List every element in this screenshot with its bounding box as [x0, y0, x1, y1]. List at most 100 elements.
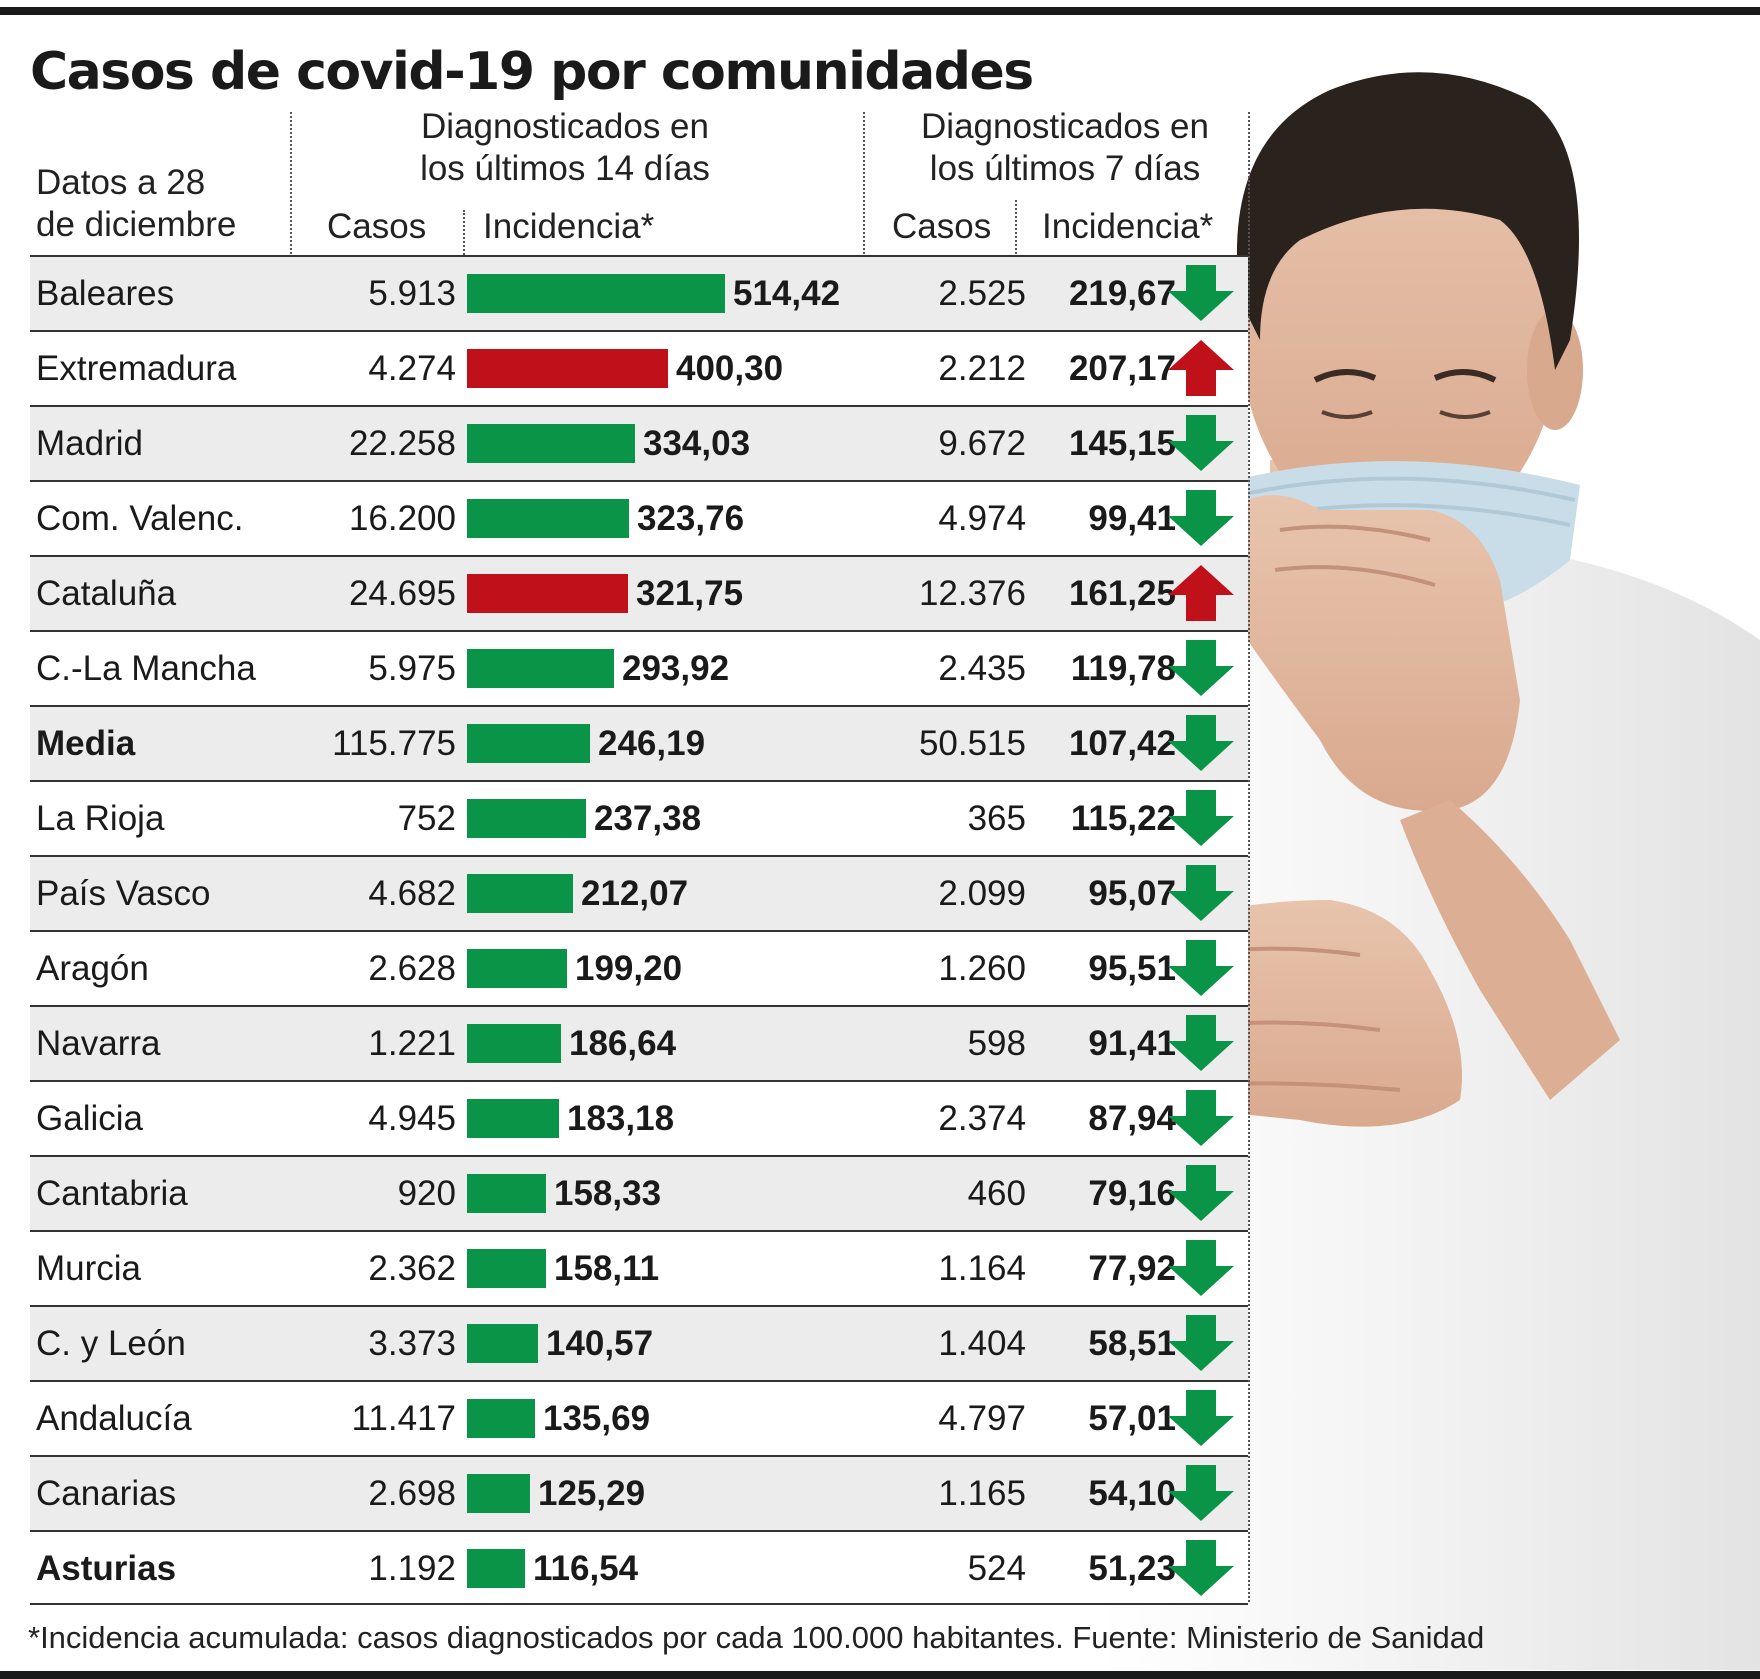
- incidence-7-value: 91,41: [1088, 1024, 1176, 1063]
- incidence-14-bar: [467, 1174, 546, 1213]
- incidence-14-value: 246,19: [598, 724, 706, 763]
- table-row: C.-La Mancha 5.975 293,92 2.435 119,78: [30, 630, 1248, 705]
- trend-down-arrow-icon: [1168, 640, 1234, 696]
- incidence-7-value: 145,15: [1068, 424, 1176, 463]
- incidence-14-bar: [467, 949, 567, 988]
- bottom-rule: [0, 1671, 1760, 1679]
- incidence-14-bar: [467, 274, 725, 313]
- region-name: La Rioja: [36, 799, 165, 838]
- cases-14-days: 1.192: [368, 1549, 456, 1588]
- table-row: Andalucía 11.417 135,69 4.797 57,01: [30, 1380, 1248, 1455]
- cases-14-days: 4.274: [368, 349, 456, 388]
- incidence-14-value: 323,76: [637, 499, 745, 538]
- cases-7-days: 2.374: [938, 1099, 1026, 1138]
- group-header-14-days: Diagnosticados en los últimos 14 días: [400, 106, 730, 190]
- trend-down-arrow-icon: [1168, 1090, 1234, 1146]
- region-name: País Vasco: [36, 874, 211, 913]
- incidence-14-bar: [467, 1549, 525, 1588]
- cases-14-days: 3.373: [368, 1324, 456, 1363]
- incidence-7-value: 57,01: [1088, 1399, 1176, 1438]
- cases-14-days: 2.362: [368, 1249, 456, 1288]
- cases-14-days: 4.682: [368, 874, 456, 913]
- trend-down-arrow-icon: [1168, 940, 1234, 996]
- cases-14-days: 5.975: [368, 649, 456, 688]
- cases-14-days: 4.945: [368, 1099, 456, 1138]
- cases-7-days: 2.435: [938, 649, 1026, 688]
- incidence-7-value: 207,17: [1068, 349, 1176, 388]
- incidence-7-value: 161,25: [1068, 574, 1176, 613]
- incidence-7-value: 95,07: [1088, 874, 1176, 913]
- region-name: Andalucía: [36, 1399, 192, 1438]
- trend-up-arrow-icon: [1168, 565, 1234, 621]
- region-name: Cataluña: [36, 574, 177, 613]
- trend-down-arrow-icon: [1168, 1315, 1234, 1371]
- trend-down-arrow-icon: [1168, 265, 1234, 321]
- cases-7-days: 2.212: [938, 349, 1026, 388]
- region-name: Canarias: [36, 1474, 177, 1513]
- top-rule: [0, 7, 1760, 15]
- incidence-7-value: 79,16: [1088, 1174, 1176, 1213]
- incidence-14-value: 140,57: [546, 1324, 654, 1363]
- trend-down-arrow-icon: [1168, 1015, 1234, 1071]
- table-row: Aragón 2.628 199,20 1.260 95,51: [30, 930, 1248, 1005]
- table-row: Media 115.775 246,19 50.515 107,42: [30, 705, 1248, 780]
- col-header-incidence-14: Incidencia*: [483, 207, 655, 246]
- table-row: Murcia 2.362 158,11 1.164 77,92: [30, 1230, 1248, 1305]
- cases-7-days: 4.797: [938, 1399, 1026, 1438]
- footnote: *Incidencia acumulada: casos diagnostica…: [28, 1620, 1485, 1655]
- incidence-14-bar: [467, 349, 668, 388]
- table-row: Navarra 1.221 186,64 598 91,41: [30, 1005, 1248, 1080]
- table-row: La Rioja 752 237,38 365 115,22: [30, 780, 1248, 855]
- incidence-7-value: 119,78: [1070, 649, 1176, 688]
- incidence-14-value: 116,54: [533, 1549, 639, 1588]
- cases-14-days: 115.775: [332, 724, 456, 763]
- incidence-14-bar: [467, 874, 573, 913]
- cases-7-days: 598: [967, 1024, 1026, 1063]
- trend-down-arrow-icon: [1168, 715, 1234, 771]
- date-label-line2: de diciembre: [36, 205, 237, 244]
- data-table: Baleares 5.913 514,42 2.525 219,67 Extremadur…: [30, 255, 1248, 1605]
- cases-7-days: 365: [967, 799, 1026, 838]
- trend-down-arrow-icon: [1168, 1165, 1234, 1221]
- incidence-7-value: 107,42: [1068, 724, 1176, 763]
- incidence-14-bar: [467, 649, 614, 688]
- incidence-14-value: 321,75: [636, 574, 744, 613]
- table-row: C. y León 3.373 140,57 1.404 58,51: [30, 1305, 1248, 1380]
- cases-7-days: 1.165: [938, 1474, 1026, 1513]
- incidence-14-value: 186,64: [569, 1024, 677, 1063]
- region-name: Baleares: [36, 274, 175, 313]
- cases-14-days: 11.417: [351, 1399, 456, 1438]
- trend-down-arrow-icon: [1168, 1240, 1234, 1296]
- incidence-7-value: 87,94: [1088, 1099, 1176, 1138]
- region-name: Media: [36, 724, 136, 763]
- table-row: Madrid 22.258 334,03 9.672 145,15: [30, 405, 1248, 480]
- cases-7-days: 1.260: [938, 949, 1026, 988]
- trend-down-arrow-icon: [1168, 865, 1234, 921]
- incidence-14-bar: [467, 1324, 538, 1363]
- table-row: Cantabria 920 158,33 460 79,16: [30, 1155, 1248, 1230]
- incidence-14-bar: [467, 424, 635, 463]
- region-name: Murcia: [36, 1249, 142, 1288]
- trend-down-arrow-icon: [1168, 415, 1234, 471]
- incidence-14-value: 514,42: [733, 274, 841, 313]
- cases-7-days: 2.099: [938, 874, 1026, 913]
- incidence-7-value: 115,22: [1070, 799, 1176, 838]
- region-name: Asturias: [36, 1549, 177, 1588]
- group-header-7-line2: los últimos 7 días: [929, 149, 1201, 188]
- region-name: Aragón: [36, 949, 149, 988]
- region-name: Cantabria: [36, 1174, 188, 1213]
- cases-14-days: 2.698: [368, 1474, 456, 1513]
- cases-7-days: 1.164: [938, 1249, 1026, 1288]
- incidence-7-value: 54,10: [1088, 1474, 1176, 1513]
- incidence-14-value: 199,20: [575, 949, 683, 988]
- incidence-7-value: 99,41: [1088, 499, 1176, 538]
- table-row: Galicia 4.945 183,18 2.374 87,94: [30, 1080, 1248, 1155]
- cases-14-days: 920: [397, 1174, 456, 1213]
- incidence-14-bar: [467, 1249, 546, 1288]
- cases-14-days: 2.628: [368, 949, 456, 988]
- region-name: Galicia: [36, 1099, 143, 1138]
- incidence-14-value: 135,69: [543, 1399, 651, 1438]
- incidence-14-value: 334,03: [643, 424, 751, 463]
- incidence-7-value: 58,51: [1088, 1324, 1176, 1363]
- cases-7-days: 2.525: [938, 274, 1026, 313]
